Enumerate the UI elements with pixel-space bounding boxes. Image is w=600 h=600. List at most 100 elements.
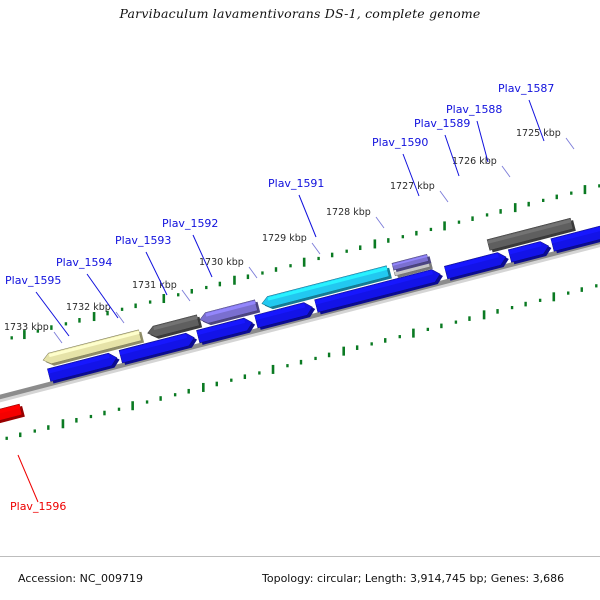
feature-tick [552,292,556,302]
gene-label[interactable]: Plav_1592 [162,217,218,230]
feature-tick [359,245,362,251]
tick-leader [501,165,511,178]
feature-tick [412,328,415,338]
gene-Plav_1595[interactable] [42,329,145,368]
feature-tick [205,285,208,290]
feature-tick [162,294,166,304]
feature-tick [330,252,334,258]
feature-tick-track-lower [5,284,598,440]
feature-tick [75,417,78,423]
gene-label[interactable]: Plav_1596 [10,500,66,513]
gene-Plav_1590b[interactable] [391,253,432,273]
feature-tick [258,371,261,375]
tick-label: 1730 kbp [199,257,244,268]
gene-label[interactable]: Plav_1595 [5,274,61,287]
feature-tick [440,323,443,329]
gene-label[interactable]: Plav_1593 [115,234,171,247]
feature-tick [398,335,401,339]
gene-Plav_1587[interactable] [486,217,576,253]
gene-Plav_1592r[interactable] [254,300,317,330]
gene-body[interactable] [550,215,600,252]
gene-label[interactable]: Plav_1590 [372,136,428,149]
gene-label[interactable]: Plav_1587 [498,82,554,95]
gene-label[interactable]: Plav_1591 [268,177,324,190]
highlighted-gene[interactable] [0,403,25,429]
gene-label[interactable]: Plav_1594 [56,256,112,269]
feature-tick [542,198,545,202]
page-title: Parvibaculum lavamentivorans DS-1, compl… [119,6,481,21]
feature-tick [598,184,600,188]
gene-Plav_1595r[interactable] [47,351,121,384]
gene-label-leader [17,454,39,503]
feature-tick [454,320,458,324]
feature-tick [177,293,180,297]
gene-Plav_1588[interactable] [507,239,553,265]
feature-tick [401,235,405,239]
forward-strand-genes[interactable] [41,217,576,369]
reverse-strand-genes[interactable] [47,214,600,384]
gene-highlight [508,242,542,255]
feature-tick [342,346,346,356]
gene-Plav_1593[interactable] [146,314,203,341]
feature-tick [36,329,40,333]
gene-highlight [196,319,246,336]
gene-highlight [314,270,433,305]
gene-Plav_1589[interactable] [444,250,510,281]
feature-tick [92,312,96,322]
gene-Plav_1596[interactable] [0,403,25,429]
feature-tick [187,388,190,394]
gene-highlight [119,334,188,356]
gene-label[interactable]: Plav_1588 [446,103,502,116]
tick-label: 1725 kbp [516,128,561,139]
gene-highlight [0,405,21,420]
feature-tick [471,216,474,221]
accession-text: Accession: NC_009719 [18,572,144,585]
feature-tick [327,352,331,358]
gene-Plav_1591r[interactable] [314,267,445,315]
gene-highlight [551,217,600,244]
feature-tick [148,300,152,304]
feature-tick [23,330,26,340]
tick-label: 1726 kbp [452,156,497,167]
gene-Plav_1587r[interactable] [550,214,600,254]
feature-tick [5,436,8,440]
gene-Plav_1591[interactable] [261,265,392,311]
feature-tick [429,227,433,232]
feature-tick [230,378,233,382]
gene-Plav_1594[interactable] [118,331,199,366]
gene-Plav_1592[interactable] [199,299,261,327]
feature-tick [50,325,53,330]
feature-tick [261,271,264,275]
feature-tick [317,256,320,261]
gene-highlight [153,315,198,331]
tick-label: 1731 kbp [132,280,177,291]
feature-tick [443,221,446,231]
feature-tick [10,336,13,340]
feature-tick [513,203,517,213]
feature-tick [202,382,205,392]
gene-Plav_1593r[interactable] [196,316,257,346]
tick-label: 1729 kbp [262,233,307,244]
tick-leader [53,331,63,344]
feature-tick [106,310,109,316]
feature-tick [355,345,359,350]
feature-tick [145,400,149,404]
feature-tick [555,194,558,200]
feature-tick [485,213,489,217]
feature-tick [426,327,430,331]
gene-highlight [444,253,499,272]
feature-tick [583,185,587,195]
feature-tick [215,381,218,387]
tick-leader [439,190,449,203]
coordinate-tick-labels: 1733 kbp 1732 kbp 1731 kbp 1730 kbp 1729 kbp… [4,128,575,344]
feature-tick [370,342,373,346]
gene-label[interactable]: Plav_1589 [414,117,470,130]
feature-tick [567,291,570,295]
feature-tick [89,414,93,419]
feature-tick [468,316,471,321]
gene-label-leader [402,153,420,197]
feature-tick [19,432,22,438]
